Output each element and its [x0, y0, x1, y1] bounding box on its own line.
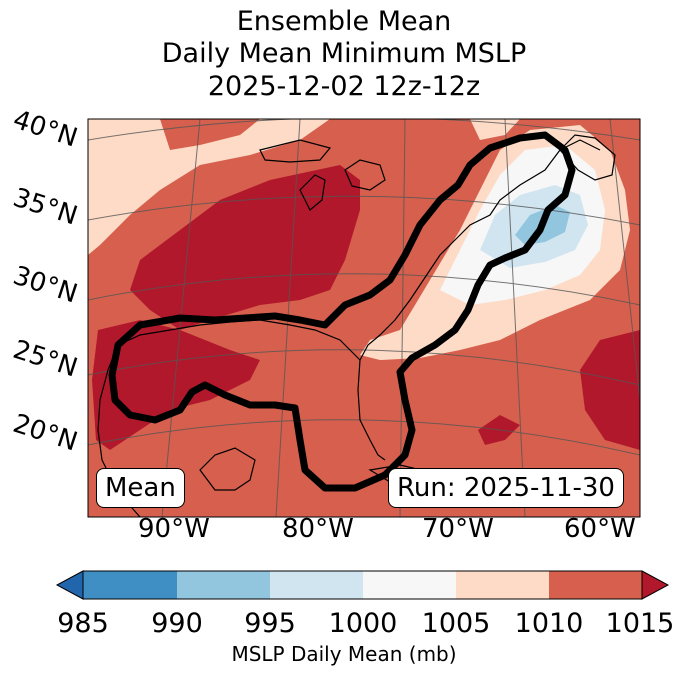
coastline-great-lakes-3 — [259, 139, 332, 163]
threshold-contour — [108, 131, 576, 492]
title-line-1: Ensemble Mean — [236, 6, 452, 37]
meridian-70w — [399, 119, 406, 517]
colorbar-extend-high — [641, 570, 670, 600]
parallel-40n — [88, 119, 640, 141]
coastline-atlantic — [357, 139, 601, 461]
coastline-yucatan — [199, 447, 256, 491]
lon-label-80w: 80°W — [282, 514, 354, 544]
mslp-field — [88, 119, 640, 517]
coastline-great-lakes-2 — [344, 159, 386, 191]
field-1015-high — [130, 165, 360, 330]
parallel-35n — [88, 195, 640, 226]
colorbar-bin-1005-1010 — [456, 571, 549, 599]
field-1005-small-patch — [470, 119, 520, 140]
coastline-canada-east — [559, 134, 616, 181]
meridian-50w — [609, 119, 640, 401]
colorbar-tick-1010: 1010 — [514, 608, 584, 639]
colorbar-tick-995: 995 — [244, 608, 296, 639]
field-1005-northwest — [88, 119, 330, 255]
coastline-great-lakes-1 — [299, 174, 326, 211]
lon-label-90w: 90°W — [138, 514, 210, 544]
coastline-gulf — [97, 319, 361, 517]
colorbar-tick-1015: 1015 — [605, 608, 675, 639]
map-frame — [87, 118, 641, 518]
coastlines — [97, 134, 616, 517]
lon-label-70w: 70°W — [422, 514, 494, 544]
colorbar — [55, 570, 670, 600]
graticule — [88, 119, 640, 517]
colorbar-label: MSLP Daily Mean (mb) — [231, 642, 457, 666]
title-line-3: 2025-12-02 12z-12z — [207, 71, 481, 102]
run-date-box: Run: 2025-11-30 — [388, 468, 624, 508]
parallel-20n — [88, 419, 640, 456]
colorbar-tick-1000: 1000 — [328, 608, 398, 639]
colorbar-bin-1010-1015 — [549, 571, 642, 599]
field-1015-east — [580, 330, 640, 450]
mean-label-box: Mean — [96, 468, 185, 508]
colorbar-bin-1000-1005 — [363, 571, 456, 599]
colorbar-bin-995-1000 — [270, 571, 363, 599]
colorbar-tick-990: 990 — [151, 608, 203, 639]
lon-label-60w: 60°W — [564, 514, 636, 544]
parallel-25n — [88, 349, 640, 386]
parallel-30n — [88, 273, 640, 306]
colorbar-tick-1005: 1005 — [421, 608, 491, 639]
colorbar-extend-low — [55, 570, 84, 600]
colorbar-bin-990-995 — [177, 571, 270, 599]
colorbar-frame — [82, 570, 643, 600]
title-line-2: Daily Mean Minimum MSLP — [161, 38, 527, 69]
colorbar-bin-985-990 — [83, 571, 177, 599]
colorbar-tick-985: 985 — [57, 608, 109, 639]
meridian-60w — [504, 119, 526, 517]
